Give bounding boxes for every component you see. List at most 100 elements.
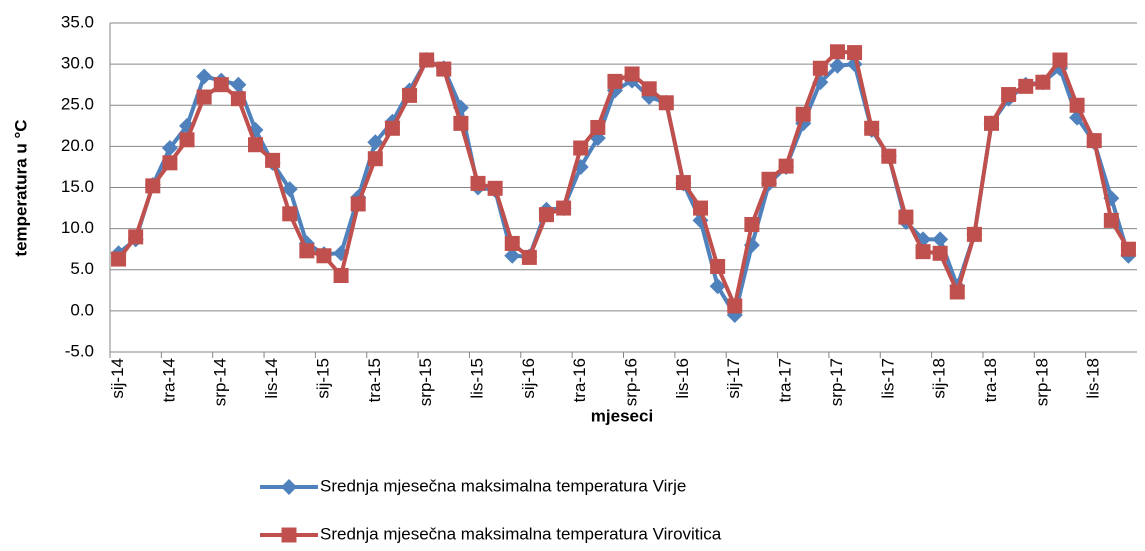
point [487, 180, 503, 196]
point [367, 151, 383, 167]
point [145, 178, 161, 194]
point [949, 284, 965, 300]
point [556, 200, 572, 216]
point [795, 106, 811, 122]
y-axis-label: temperatura u °C [11, 119, 30, 256]
point [230, 91, 246, 107]
y-tick-label: 0.0 [70, 300, 94, 319]
point [744, 217, 760, 233]
x-tick-label: tra-18 [981, 358, 1000, 402]
point [230, 76, 247, 93]
x-tick-label: sij-15 [313, 358, 332, 399]
point [829, 44, 845, 60]
point [590, 119, 606, 135]
x-tick-label: lis-17 [878, 358, 897, 399]
point [316, 248, 332, 264]
point [213, 77, 229, 93]
point [693, 200, 709, 216]
y-tick-label: 15.0 [61, 177, 94, 196]
x-tick-label: srp-18 [1032, 358, 1051, 406]
point [504, 247, 521, 264]
x-tick-label: lis-15 [467, 358, 486, 399]
point [179, 132, 195, 148]
y-tick-label: 5.0 [70, 259, 94, 278]
point [128, 229, 144, 245]
y-tick-label: 25.0 [61, 95, 94, 114]
point [281, 479, 297, 495]
point [812, 60, 828, 76]
point [538, 207, 554, 223]
point [932, 245, 948, 261]
point [1018, 78, 1034, 94]
point [966, 226, 982, 242]
point [881, 148, 897, 164]
point [282, 206, 298, 222]
point [847, 45, 863, 61]
point [1035, 74, 1051, 90]
point [196, 68, 213, 85]
point [641, 81, 657, 97]
point [1120, 241, 1136, 257]
x-tick-label: tra-17 [776, 358, 795, 402]
x-tick-label: sij-18 [930, 358, 949, 399]
point [367, 134, 384, 151]
x-tick-label: srp-14 [211, 358, 230, 406]
point [915, 244, 931, 260]
point [162, 155, 178, 171]
point [709, 278, 726, 295]
point [111, 251, 127, 267]
point [984, 115, 1000, 131]
x-tick-label: sij-16 [519, 358, 538, 399]
point [333, 268, 349, 284]
point [281, 181, 298, 198]
point [1069, 97, 1085, 113]
point [299, 243, 315, 259]
x-tick-label: sij-17 [724, 358, 743, 399]
x-tick-label: sij-14 [108, 358, 127, 399]
point [829, 57, 846, 74]
point [675, 175, 691, 191]
point [453, 115, 469, 131]
x-tick-label: lis-14 [262, 358, 281, 399]
x-tick-label: lis-18 [1084, 358, 1103, 399]
y-tick-label: 35.0 [61, 12, 94, 31]
point [710, 258, 726, 274]
point [265, 152, 281, 168]
point [1103, 212, 1119, 228]
x-tick-label: tra-14 [159, 358, 178, 402]
point [196, 89, 212, 105]
series-line [116, 49, 1131, 308]
point [504, 235, 520, 251]
x-tick-label: srp-17 [827, 358, 846, 406]
y-tick-label: 20.0 [61, 136, 94, 155]
x-tick-label: tra-16 [570, 358, 589, 402]
point [350, 196, 366, 212]
point [761, 171, 777, 187]
point [247, 137, 263, 153]
point [727, 298, 743, 314]
x-axis-label: mjeseci [591, 406, 653, 425]
point [281, 527, 297, 543]
point [658, 95, 674, 111]
point [1086, 133, 1102, 149]
point [864, 120, 880, 136]
point [402, 87, 418, 103]
point [384, 120, 400, 136]
point [898, 209, 914, 225]
legend-label: Srednja mjesečna maksimalna temperatura … [320, 524, 722, 543]
x-tick-label: srp-16 [622, 358, 641, 406]
point [624, 66, 640, 82]
x-tick-label: lis-16 [673, 358, 692, 399]
point [470, 175, 486, 191]
point [932, 231, 949, 248]
point [1001, 87, 1017, 103]
legend-label: Srednja mjesečna maksimalna temperatura … [320, 476, 686, 495]
point [573, 140, 589, 156]
point [607, 73, 623, 89]
point [419, 52, 435, 68]
point [161, 140, 178, 157]
y-tick-label: 30.0 [61, 54, 94, 73]
point [1052, 52, 1068, 68]
y-tick-label: -5.0 [65, 341, 94, 360]
point [778, 158, 794, 174]
